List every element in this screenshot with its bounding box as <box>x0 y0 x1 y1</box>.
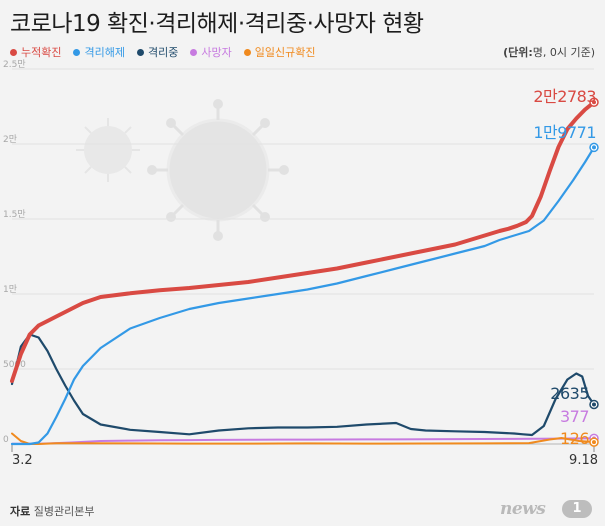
legend-label: 격리중 <box>147 46 179 59</box>
legend-item-deaths: 사망자 <box>190 44 232 60</box>
series-end-marker-dot <box>592 402 596 407</box>
y-tick-label: 0 <box>3 435 9 445</box>
source-note: 자료 질병관리본부 <box>10 503 94 519</box>
series-end-marker-dot <box>592 100 596 105</box>
series-line-2 <box>10 333 596 437</box>
series-line-1 <box>10 146 596 446</box>
series-end-label: 1만9771 <box>533 123 596 142</box>
legend: 누적확진 격리해제 격리중 사망자 일일신규확진 <box>10 44 315 60</box>
series-line-0 <box>10 100 596 383</box>
series-end-label: 126 <box>560 429 589 448</box>
unit-note-prefix: (단위: <box>503 46 533 59</box>
source-prefix: 자료 <box>10 505 31 518</box>
grid: 0 5000 1만 1.5만 2만 2.5만 3.2 9.18 <box>3 59 598 468</box>
chart-title: 코로나19 확진·격리해제·격리중·사망자 현황 <box>10 11 424 37</box>
legend-dot-icon <box>243 48 251 56</box>
y-tick-label: 5000 <box>3 360 26 370</box>
logo-badge: 1 <box>562 500 592 518</box>
legend-label: 사망자 <box>201 46 232 59</box>
series-end-label: 2635 <box>550 384 589 403</box>
unit-note: (단위:명, 0시 기준) <box>503 44 595 60</box>
series-line-3 <box>11 437 595 445</box>
legend-label: 누적확진 <box>21 46 62 59</box>
series-end-label: 377 <box>560 407 589 426</box>
legend-item-daily-new: 일일신규확진 <box>243 44 316 60</box>
legend-item-isolated: 격리중 <box>136 44 179 60</box>
news1-logo: news 1 <box>500 499 596 521</box>
legend-label: 격리해제 <box>84 46 125 59</box>
series-end-marker-dot <box>592 145 596 150</box>
legend-item-cumulative: 누적확진 <box>10 44 61 60</box>
unit-note-rest: 명, 0시 기준) <box>532 46 595 59</box>
virus-illustration-small <box>76 118 140 182</box>
x-tick-label-end: 9.18 <box>569 453 598 468</box>
legend-item-released: 격리해제 <box>73 44 125 60</box>
series-end-label: 2만2783 <box>533 87 596 106</box>
legend-dot-icon <box>190 48 198 56</box>
labels-layer: 2만2783 1만9771 2635 377 126 <box>533 87 596 448</box>
y-tick-label: 2만 <box>3 134 17 145</box>
series-layer <box>10 97 599 447</box>
y-tick-label: 2.5만 <box>3 59 26 70</box>
legend-dot-icon <box>73 48 81 56</box>
y-tick-label: 1.5만 <box>3 209 26 220</box>
x-tick-label-start: 3.2 <box>12 453 33 468</box>
source-name: 질병관리본부 <box>33 505 95 518</box>
legend-label: 일일신규확진 <box>254 46 316 59</box>
series-end-marker-dot <box>592 440 596 445</box>
logo-text: news <box>500 499 546 519</box>
virus-illustration-large <box>147 99 289 241</box>
legend-dot-icon <box>136 48 144 56</box>
series-line-4 <box>11 432 595 445</box>
y-tick-label: 1만 <box>3 284 17 295</box>
virus-watermark <box>76 99 289 241</box>
legend-dot-icon <box>10 48 17 56</box>
